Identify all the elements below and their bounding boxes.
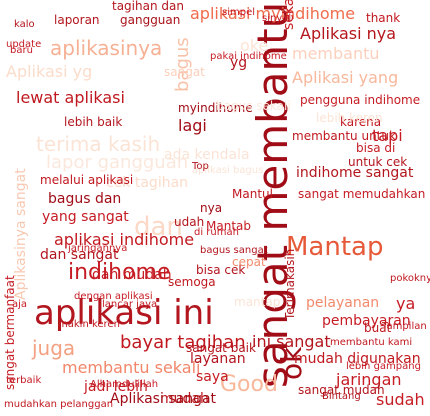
cloud-word: untuk cek — [348, 155, 408, 169]
cloud-word: bagus dan — [48, 191, 122, 207]
cloud-word: karena — [340, 115, 382, 129]
cloud-word: bagus sekali — [216, 99, 291, 113]
cloud-word: di rumah — [194, 227, 239, 238]
cloud-word: Mantul — [232, 187, 273, 201]
cloud-word: sangat mudah — [298, 383, 385, 397]
cloud-word: laporan — [54, 13, 100, 27]
cloud-word: update — [6, 39, 42, 50]
cloud-word: Mantab — [206, 219, 251, 233]
cloud-word: bagus sangat — [200, 245, 268, 256]
cloud-word: simpel — [222, 7, 256, 18]
cloud-word: makin keren — [58, 319, 120, 330]
cloud-word: dan mudah — [92, 267, 172, 283]
cloud-word: aja — [12, 299, 28, 310]
cloud-word: sangat baik — [186, 341, 256, 355]
cloud-word: yg — [230, 55, 248, 71]
cloud-word: Aplikasi yang — [292, 68, 399, 87]
cloud-word: Tampilan — [382, 321, 427, 332]
cloud-word: Bintang — [322, 391, 361, 402]
cloud-word: tapi — [372, 126, 403, 145]
cloud-word: Aplikasi yg — [6, 62, 93, 81]
cloud-word: membantu untuk — [292, 129, 396, 143]
cloud-word: dengan aplikasi — [74, 291, 153, 302]
cloud-word: pengguna indihome — [300, 93, 421, 107]
cloud-word: jadi lebih — [84, 379, 148, 395]
cloud-word: Alhamdulillah — [90, 379, 159, 390]
cloud-word: bisa di — [356, 141, 396, 155]
cloud-word: dan — [134, 212, 183, 242]
cloud-word: yang sangat — [42, 209, 129, 225]
cloud-word: pelayanan — [306, 295, 380, 311]
cloud-word: kalo — [14, 19, 35, 30]
cloud-word: lewat aplikasi — [16, 88, 125, 107]
cloud-word: pembayaran — [322, 313, 411, 329]
cloud-word: Top — [192, 161, 209, 172]
cloud-word: aplikasinya — [50, 36, 163, 60]
cloud-word: ya — [396, 294, 416, 313]
cloud-word: aplikasi ini — [34, 293, 214, 333]
cloud-word: membantu — [292, 44, 380, 63]
cloud-word: cepat — [232, 255, 266, 269]
cloud-word: mudah digunakan — [294, 351, 421, 367]
cloud-word: lagi — [178, 116, 207, 135]
cloud-word: lebih keren — [316, 111, 383, 125]
cloud-word: buat — [364, 321, 392, 335]
cloud-word: gangguan — [120, 13, 181, 27]
cloud-word: Good — [220, 372, 278, 397]
cloud-word: layanan — [190, 351, 246, 367]
cloud-word: ini sangat — [252, 332, 331, 351]
cloud-word: thank — [366, 11, 401, 25]
cloud-word: oke — [240, 36, 269, 55]
cloud-word: sangat memudahkan — [298, 187, 426, 201]
cloud-word: baru — [10, 45, 33, 56]
cloud-word: pakai indihome — [210, 51, 287, 62]
cloud-word: lapor gangguan — [46, 152, 189, 173]
cloud-word: aplikasi indihome — [54, 230, 195, 249]
cloud-word: jaringannya — [68, 243, 128, 254]
cloud-word: Mantap — [286, 232, 384, 262]
cloud-word: udah — [174, 215, 205, 229]
cloud-word: tagihan dan — [112, 0, 184, 13]
cloud-word: cek tagihan — [106, 175, 189, 191]
cloud-word: lebih baik — [64, 115, 123, 129]
cloud-word: semoga — [168, 275, 216, 289]
cloud-word: dan sangat — [40, 247, 119, 263]
cloud-word: mantap — [234, 295, 281, 309]
cloud-word: bayar tagihan — [120, 332, 246, 353]
cloud-word: saya — [196, 369, 229, 385]
cloud-word: membantu sekali — [62, 358, 201, 377]
cloud-word: nya — [200, 201, 223, 215]
cloud-word: Aplikasi nya — [300, 24, 397, 43]
cloud-word: lancar jaya — [102, 299, 158, 310]
cloud-word: myindihome — [178, 101, 253, 115]
cloud-word: sinyal — [262, 13, 292, 24]
cloud-word: juga — [32, 336, 76, 360]
cloud-word: mudah — [160, 391, 209, 407]
cloud-word: Aplikasi sangat — [110, 391, 217, 407]
cloud-word: indihome sangat — [296, 165, 414, 181]
cloud-word: membantu kami — [330, 337, 413, 348]
cloud-word: aplikasi bagus — [192, 165, 264, 176]
cloud-word: Terimakasih — [283, 248, 297, 320]
cloud-word: sangat — [164, 65, 205, 79]
cloud-word: terbaik — [6, 375, 42, 386]
cloud-word: sudah — [376, 390, 425, 409]
cloud-word: lebih gampang — [346, 361, 421, 372]
cloud-word: terima kasih — [36, 132, 161, 156]
cloud-word: aplikasi myindihome — [190, 4, 356, 23]
cloud-word: melalui aplikasi — [40, 173, 134, 187]
cloud-word: ada kendala — [164, 147, 250, 163]
cloud-word: indihome — [68, 260, 171, 285]
cloud-word: bisa cek — [196, 263, 246, 277]
cloud-word: sangat bermanfaat — [3, 275, 17, 390]
cloud-word: mudahkan pelanggan — [4, 399, 114, 410]
cloud-word: pokoknya — [390, 273, 430, 284]
cloud-word: jaringan — [336, 370, 402, 389]
